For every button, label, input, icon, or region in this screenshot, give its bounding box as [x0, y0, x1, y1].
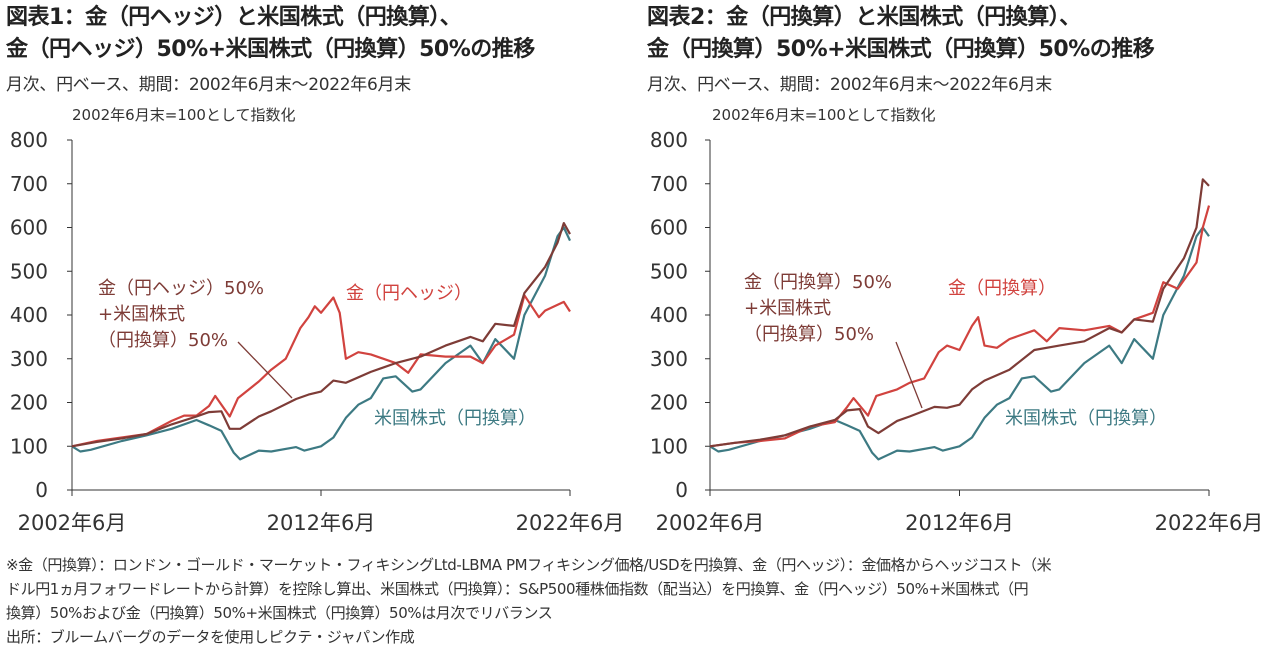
chart1-ylabel: 2002年6月末=100として指数化 — [72, 106, 295, 124]
chart2-ytick-label: 700 — [650, 172, 688, 196]
chart2-mix-leader-line — [895, 341, 923, 409]
chart1-ytick-label: 100 — [10, 434, 48, 458]
chart1-mix-label: +米国株式 — [98, 304, 185, 325]
chart1-stock-label: 米国株式（円換算） — [374, 408, 536, 429]
chart2-ytick-label: 400 — [650, 303, 688, 327]
footnotes: ※金（円換算）：ロンドン・ゴールド・マーケット・フィキシングLtd-LBMA P… — [6, 553, 1276, 649]
chart1-mix-leader-line — [237, 341, 293, 399]
chart1-mix-label: （円換算）50% — [98, 330, 228, 351]
chart2-mix-label: （円換算）50% — [744, 324, 874, 345]
footnote-line-3: 換算）50%および金（円換算）50%+米国株式（円換算）50%は月次でリバランス — [6, 604, 553, 622]
chart1-xtick-label: 2022年6月 — [516, 511, 625, 535]
chart2-ytick-label: 800 — [650, 128, 688, 152]
footnote-line-1: ※金（円換算）：ロンドン・ゴールド・マーケット・フィキシングLtd-LBMA P… — [6, 556, 1052, 574]
chart1-gold-label: 金（円ヘッジ） — [346, 283, 472, 304]
chart1-title-line1: 図表1：金（円ヘッジ）と米国株式（円換算）、 — [6, 5, 462, 30]
chart1-series-line — [71, 222, 571, 448]
chart2-mix-label: 金（円換算）50% — [744, 272, 892, 293]
chart1-ytick-label: 800 — [10, 128, 48, 152]
chart2-title-line2: 金（円換算）50%+米国株式（円換算）50%の推移 — [647, 37, 1155, 62]
chart1-xtick-label: 2002年6月 — [18, 511, 127, 535]
chart2-series-line — [709, 205, 1211, 448]
chart2-ytick-label: 100 — [650, 434, 688, 458]
chart2-stock-label: 米国株式（円換算） — [1005, 408, 1167, 429]
chart1-ytick-label: 700 — [10, 172, 48, 196]
chart2-xtick-label: 2022年6月 — [1155, 511, 1264, 535]
chart2-subtitle: 月次、円ベース、期間：2002年6月末～2022年6月末 — [647, 75, 1052, 95]
chart2-series-line — [709, 178, 1210, 448]
chart1-plot: 2002年6月末=100として指数化 0 100 200 300 400 500 600 700… — [10, 106, 625, 535]
chart2-xtick-label: 2012年6月 — [905, 511, 1014, 535]
chart2-ytick-label: 300 — [650, 347, 688, 371]
chart1-ytick-label: 400 — [10, 303, 48, 327]
chart1-ytick-label: 600 — [10, 216, 48, 240]
chart2-ytick-label: 600 — [650, 216, 688, 240]
chart1-ytick-label: 300 — [10, 347, 48, 371]
chart2-ytick-label: 500 — [650, 259, 688, 283]
chart1-xtick-label: 2012年6月 — [267, 511, 376, 535]
chart2-title-line1: 図表2：金（円換算）と米国株式（円換算）、 — [647, 5, 1081, 30]
chart2-ylabel: 2002年6月末=100として指数化 — [712, 106, 935, 124]
chart2-mix-label: +米国株式 — [744, 298, 831, 319]
footnote-line-2: ドル円1ヵ月フォワードレートから計算）を控除し算出、米国株式（円換算）：S&P5… — [6, 580, 1029, 598]
chart2-plot: 2002年6月末=100として指数化 0 100 200 300 400 500 600 700… — [650, 106, 1264, 535]
chart1-ytick-label: 500 — [10, 259, 48, 283]
chart2-xtick-label: 2002年6月 — [656, 511, 765, 535]
source-line: 出所：ブルームバーグのデータを使用しピクテ・ジャパン作成 — [6, 628, 415, 646]
chart1-mix-label: 金（円ヘッジ）50% — [98, 278, 264, 299]
chart2-ytick-label: 200 — [650, 391, 688, 415]
chart1-title-line2: 金（円ヘッジ）50%+米国株式（円換算）50%の推移 — [6, 37, 535, 62]
chart1-ytick-label: 200 — [10, 391, 48, 415]
chart1-ytick-label: 0 — [35, 478, 48, 502]
chart1-series-line — [71, 294, 571, 448]
chart1-subtitle: 月次、円ベース、期間：2002年6月末～2022年6月末 — [6, 75, 411, 95]
chart1-series-line — [71, 226, 571, 461]
chart2-ytick-label: 0 — [675, 478, 688, 502]
chart2-gold-label: 金（円換算） — [948, 278, 1056, 299]
